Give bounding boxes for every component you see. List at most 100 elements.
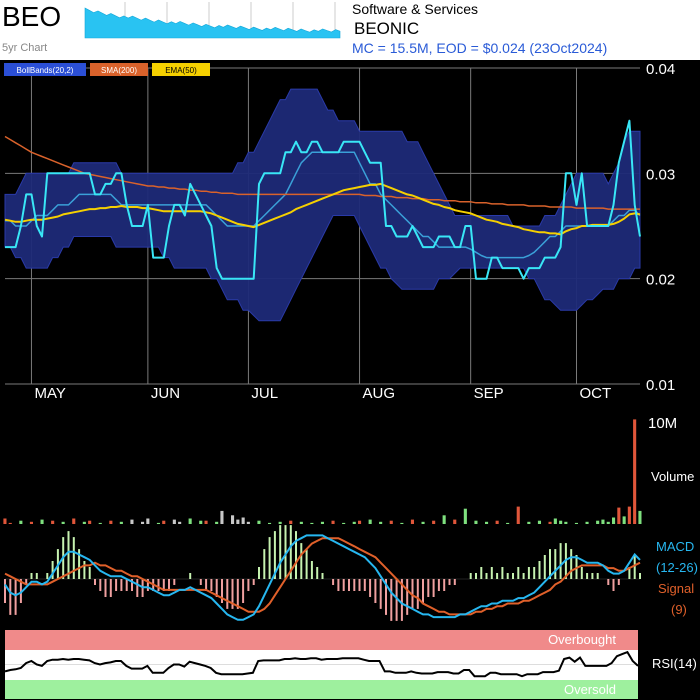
macd-panel: MACD (12-26) Signal (9) <box>4 525 698 621</box>
volume-bar <box>215 521 219 524</box>
month-tick-label: OCT <box>580 385 612 402</box>
macd-line <box>4 534 641 621</box>
volume-panel: 10M Volume <box>3 415 694 524</box>
volume-bar <box>389 520 393 524</box>
macd-legend-label: MACD <box>656 539 694 554</box>
volume-bar <box>178 521 182 524</box>
volume-bar <box>485 521 489 524</box>
legend-swatch <box>4 63 86 76</box>
volume-bar <box>278 521 282 524</box>
volume-bar <box>410 519 414 524</box>
volume-bar <box>40 519 44 524</box>
volume-bar <box>400 522 404 524</box>
volume-bar <box>474 520 478 524</box>
volume-bar <box>368 519 372 524</box>
volume-bar <box>606 521 610 524</box>
volume-bar <box>51 520 55 524</box>
overbought-zone <box>5 630 638 650</box>
rsi-label: RSI(14) <box>652 656 697 671</box>
volume-bar <box>88 520 92 524</box>
volume-bar <box>622 516 626 524</box>
volume-bar <box>141 521 145 524</box>
volume-bar <box>241 517 245 524</box>
volume-bar <box>236 519 240 524</box>
spark-area <box>84 7 341 39</box>
volume-bar <box>585 521 589 524</box>
volume-bar <box>617 507 621 524</box>
volume-bar <box>358 520 362 524</box>
volume-bar <box>98 522 102 524</box>
volume-bar <box>199 520 203 524</box>
volume-bar <box>3 518 7 524</box>
volume-bar <box>612 517 616 524</box>
month-tick-label: AUG <box>363 385 396 402</box>
volume-y-tick-label: 10M <box>648 415 677 432</box>
bollinger-band-area <box>4 88 641 322</box>
indicator-legend: BollBands(20,2) SMA(200) EMA(50) <box>4 63 210 76</box>
macd-legend-label: Signal <box>658 581 694 596</box>
volume-bar <box>453 519 457 524</box>
month-tick-label: JUL <box>251 385 278 402</box>
legend-swatch <box>152 63 210 76</box>
rsi-line <box>4 650 639 678</box>
volume-bar <box>162 520 166 524</box>
volume-bar <box>331 520 335 524</box>
volume-bar <box>537 520 541 524</box>
oversold-zone <box>5 680 638 699</box>
month-tick-label: JUN <box>151 385 180 402</box>
volume-bar <box>559 520 563 524</box>
volume-bar <box>220 510 224 524</box>
volume-bar <box>130 519 134 524</box>
volume-bar <box>495 520 499 524</box>
volume-bar <box>72 518 76 524</box>
month-tick-label: MAY <box>34 385 65 402</box>
volume-bar <box>257 520 261 524</box>
ema50-line <box>4 182 641 236</box>
price-line <box>5 119 641 280</box>
summary-line: MC = 15.5M, EOD = $0.024 (23Oct2024) <box>352 40 607 56</box>
volume-bar <box>61 521 65 524</box>
volume-bar <box>119 521 123 524</box>
volume-bar <box>442 515 446 524</box>
legend-label: BollBands(20,2) <box>17 66 74 75</box>
legend-label: SMA(200) <box>101 66 137 75</box>
macd-legend-label: (12-26) <box>656 560 698 575</box>
legend-label: EMA(50) <box>165 66 197 75</box>
volume-bar <box>564 521 568 524</box>
volume-bar <box>289 520 293 524</box>
volume-label: Volume <box>651 469 694 484</box>
volume-bar <box>379 521 383 524</box>
sector-label: Software & Services <box>352 1 478 17</box>
volume-bar <box>172 519 176 524</box>
volume-bar <box>527 521 531 524</box>
volume-bar <box>204 520 208 524</box>
volume-bar <box>82 521 86 524</box>
price-y-tick-label: 0.02 <box>646 272 675 289</box>
legend-swatch <box>90 63 148 76</box>
sma200-line <box>4 135 640 210</box>
rsi-panel: Overbought Oversold RSI(14) <box>4 630 697 699</box>
volume-bar <box>574 522 578 524</box>
volume-bar <box>548 521 552 524</box>
five-year-sparkline <box>84 2 341 39</box>
macd-legend-label: (9) <box>671 602 687 617</box>
volume-bar <box>421 521 425 524</box>
volume-bar <box>299 521 303 524</box>
price-y-tick-label: 0.03 <box>646 166 675 183</box>
oversold-label: Oversold <box>564 682 616 697</box>
price-y-tick-label: 0.04 <box>646 61 675 78</box>
volume-bar <box>246 521 250 524</box>
volume-bar <box>29 521 33 524</box>
price-panel: 0.04 0.03 0.02 0.01 MAY JUN JUL AUG SEP OCT <box>4 61 675 402</box>
volume-bar <box>109 520 113 524</box>
volume-bar <box>638 510 642 524</box>
volume-bar <box>596 520 600 524</box>
volume-bar <box>633 419 637 524</box>
volume-bar <box>352 521 356 524</box>
month-tick-label: SEP <box>474 385 504 402</box>
volume-bar <box>342 522 346 524</box>
signal-line <box>4 537 641 616</box>
ticker-symbol: BEO <box>2 1 61 32</box>
volume-bar <box>146 518 150 524</box>
